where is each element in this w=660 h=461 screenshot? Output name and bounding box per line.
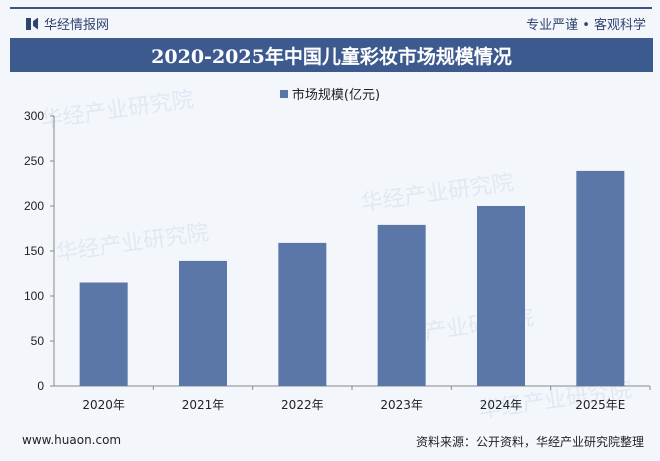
x-tick-label: 2021年 (182, 398, 225, 412)
x-tick-label: 2025年E (575, 398, 625, 412)
x-tick-label: 2022年 (281, 398, 324, 412)
legend: 市场规模(亿元) (0, 84, 660, 103)
x-tick-label: 2024年 (480, 398, 523, 412)
y-tick-label: 0 (37, 379, 44, 393)
y-tick-label: 200 (24, 199, 44, 213)
website: www.huaon.com (22, 433, 122, 447)
legend-swatch (279, 89, 288, 98)
top-divider (10, 7, 652, 9)
x-tick-label: 2020年 (82, 398, 125, 412)
y-tick-label: 100 (24, 289, 44, 303)
chart-title: 2020-2025年中国儿童彩妆市场规模情况 (10, 38, 653, 72)
brand-name: 华经情报网 (44, 18, 110, 33)
bar (377, 224, 426, 386)
y-tick-label: 50 (31, 334, 45, 348)
bar (278, 242, 327, 386)
brand-logo: 华经情报网 (26, 14, 109, 33)
slogan: 专业严谨 • 客观科学 (526, 18, 646, 33)
source-note: 资料来源：公开资料，华经产业研究院整理 (415, 435, 644, 449)
bar (576, 170, 625, 386)
bar (179, 260, 227, 386)
bar (79, 282, 128, 386)
y-tick-label: 300 (24, 109, 44, 123)
y-tick-label: 150 (24, 244, 44, 258)
logo-icon (26, 17, 38, 30)
legend-label: 市场规模(亿元) (291, 88, 381, 103)
bar (477, 206, 525, 386)
x-tick-label: 2023年 (380, 398, 423, 412)
y-tick-label: 250 (24, 154, 44, 168)
